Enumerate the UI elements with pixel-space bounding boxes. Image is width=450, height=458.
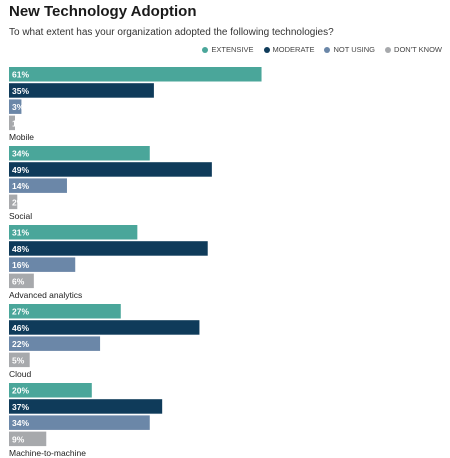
- bar-value-label: 5%: [12, 355, 25, 365]
- bar-social-not-using: [9, 178, 67, 193]
- category-label-mobile: Mobile: [9, 132, 34, 142]
- bar-machine-to-machine-don-t-know: [9, 431, 47, 447]
- chart-subtitle: To what extent has your organization ado…: [9, 27, 334, 38]
- bar-value-label: 1%: [12, 118, 25, 128]
- legend-label-not-using: NOT USING: [333, 45, 376, 54]
- bar-value-label: 27%: [12, 307, 29, 317]
- bar-value-label: 48%: [12, 244, 29, 254]
- bar-value-label: 9%: [12, 434, 25, 444]
- bar-value-label: 16%: [12, 260, 29, 270]
- bar-value-label: 35%: [12, 86, 29, 96]
- bar-value-label: 61%: [12, 70, 29, 80]
- legend-item-extensive: EXTENSIVE: [202, 45, 254, 54]
- bar-value-label: 46%: [12, 323, 29, 333]
- chart-title: New Technology Adoption: [9, 3, 197, 20]
- legend-dot-extensive: [202, 46, 209, 53]
- bar-advanced-analytics-don-t-know: [9, 273, 34, 289]
- legend-item-moderate: MODERATE: [263, 45, 315, 54]
- bar-machine-to-machine-not-using: [9, 415, 150, 430]
- bar-social-don-t-know: [9, 194, 18, 210]
- legend-item-not-using: NOT USING: [324, 45, 375, 54]
- bar-cloud-not-using: [9, 336, 101, 351]
- bar-value-label: 31%: [12, 228, 29, 238]
- category-label-machine-to-machine: Machine-to-machine: [9, 448, 86, 458]
- bar-social-extensive: [9, 146, 150, 161]
- bar-advanced-analytics-not-using: [9, 257, 76, 272]
- bar-value-label: 37%: [12, 402, 29, 412]
- bar-value-label: 3%: [12, 102, 25, 112]
- bar-mobile-extensive: [9, 67, 262, 82]
- bar-value-label: 22%: [12, 339, 29, 349]
- legend-label-dont-know: DON'T KNOW: [394, 45, 442, 54]
- bar-value-label: 49%: [12, 165, 29, 175]
- legend-label-moderate: MODERATE: [272, 45, 315, 54]
- bar-mobile-don-t-know: [9, 115, 15, 131]
- bar-value-label: 2%: [12, 197, 25, 207]
- bar-mobile-not-using: [9, 99, 22, 114]
- bar-value-label: 34%: [12, 418, 29, 428]
- category-label-social: Social: [9, 211, 32, 221]
- bar-machine-to-machine-moderate: [9, 399, 163, 414]
- bar-mobile-moderate: [9, 83, 154, 98]
- bar-social-moderate: [9, 162, 212, 177]
- legend-dot-not-using: [324, 46, 331, 53]
- bar-cloud-moderate: [9, 320, 200, 335]
- bar-cloud-extensive: [9, 304, 121, 319]
- bar-value-label: 14%: [12, 181, 29, 191]
- bar-advanced-analytics-extensive: [9, 225, 138, 240]
- legend-item-dont-know: DON'T KNOW: [385, 45, 442, 54]
- category-label-cloud: Cloud: [9, 369, 31, 379]
- bar-value-label: 6%: [12, 276, 25, 286]
- bar-value-label: 34%: [12, 149, 29, 159]
- legend-label-extensive: EXTENSIVE: [211, 45, 254, 54]
- bar-value-label: 20%: [12, 386, 29, 396]
- legend-dot-moderate: [263, 46, 270, 53]
- bar-machine-to-machine-extensive: [9, 383, 92, 398]
- bar-advanced-analytics-moderate: [9, 241, 208, 256]
- category-label-advanced-analytics: Advanced analytics: [9, 290, 82, 300]
- bar-cloud-don-t-know: [9, 352, 30, 368]
- legend: EXTENSIVE MODERATE NOT USING DON'T KNOW: [202, 45, 442, 54]
- legend-dot-dont-know: [385, 46, 392, 53]
